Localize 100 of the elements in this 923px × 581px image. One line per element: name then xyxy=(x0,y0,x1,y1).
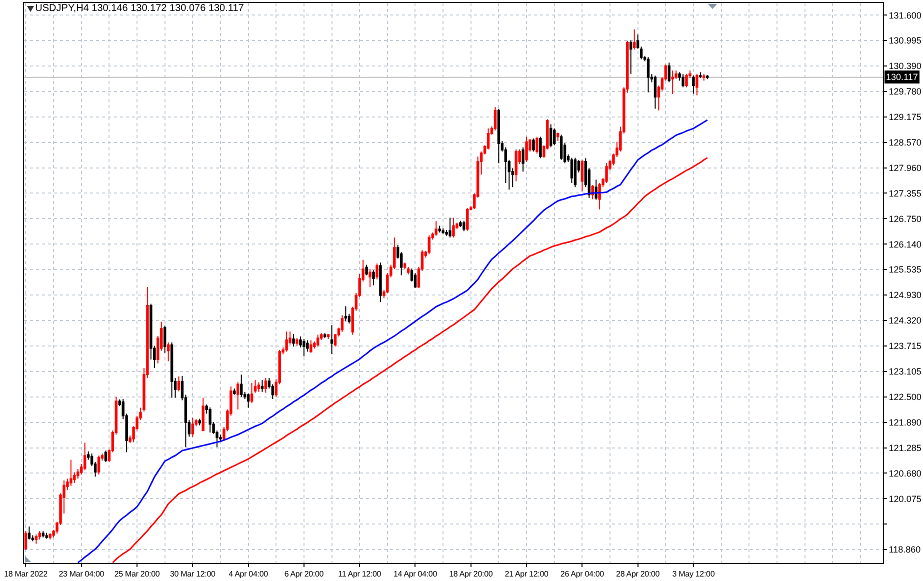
candlestick xyxy=(574,157,577,188)
candlestick xyxy=(42,530,44,538)
candlestick xyxy=(685,73,688,88)
candlestick xyxy=(598,182,601,210)
candlestick xyxy=(250,382,254,404)
y-tick-label: 128.570 xyxy=(888,137,922,148)
candlestick xyxy=(428,234,431,255)
candlestick xyxy=(310,340,312,354)
candlestick xyxy=(605,162,608,184)
y-tick-label: 121.285 xyxy=(888,443,922,453)
candlestick xyxy=(525,136,528,162)
x-tick-label: 25 Mar 20:00 xyxy=(114,570,160,579)
candlestick xyxy=(372,270,375,286)
candlestick xyxy=(302,338,306,357)
x-tick-label: 11 Apr 12:00 xyxy=(338,570,382,579)
candlestick xyxy=(522,146,524,172)
candlestick xyxy=(514,148,518,182)
candlestick xyxy=(264,378,268,394)
candlestick xyxy=(330,324,334,355)
candlestick xyxy=(696,73,698,96)
candlestick xyxy=(191,417,194,438)
y-tick-label: 126.140 xyxy=(888,239,922,250)
candlestick xyxy=(406,266,410,275)
candlestick xyxy=(365,264,368,276)
candlestick xyxy=(379,262,382,303)
candlestick xyxy=(630,40,632,74)
x-tick-label: 4 Apr 04:00 xyxy=(228,570,269,579)
candlestick xyxy=(316,334,320,348)
candlestick xyxy=(292,333,295,348)
candlestick xyxy=(48,532,52,540)
candlestick xyxy=(580,159,584,192)
candlestick xyxy=(326,333,330,340)
y-tick-label: 131.600 xyxy=(888,10,922,20)
candlestick xyxy=(28,526,31,540)
candlestick xyxy=(448,217,452,238)
candlestick xyxy=(285,330,288,352)
y-tick-label: 127.960 xyxy=(888,163,922,173)
y-tick-label: 127.355 xyxy=(888,188,922,198)
candlestick xyxy=(692,75,695,94)
candlestick xyxy=(246,393,250,408)
y-tick-label: 118.860 xyxy=(888,544,921,555)
x-tick-label: 3 May 12:00 xyxy=(672,570,716,579)
candlestick xyxy=(594,179,598,200)
candlestick xyxy=(368,268,372,288)
candlestick xyxy=(706,74,709,80)
candlestick xyxy=(376,262,378,280)
y-tick-label: 122.500 xyxy=(888,392,922,402)
candlestick xyxy=(536,136,538,154)
candlestick xyxy=(236,382,240,410)
chart-title: USDJPY,H4 130.146 130.172 130.076 130.117 xyxy=(35,3,244,14)
candlestick xyxy=(462,220,466,232)
y-tick-label: 120.680 xyxy=(888,468,922,478)
candlestick xyxy=(699,72,702,79)
candlestick xyxy=(459,220,462,228)
candlestick xyxy=(556,132,560,142)
candlestick xyxy=(170,342,174,398)
candlestick xyxy=(414,272,417,288)
candlestick xyxy=(202,397,204,432)
candlestick xyxy=(640,46,643,60)
candlestick xyxy=(646,56,650,93)
candlestick xyxy=(442,228,444,235)
candlestick xyxy=(560,134,563,160)
candlestick xyxy=(438,225,441,233)
y-tick-label: 123.715 xyxy=(888,341,922,352)
candlestick xyxy=(671,70,674,95)
y-tick-label: 120.075 xyxy=(888,494,922,504)
y-tick-label: 130.390 xyxy=(888,61,922,72)
candlestick xyxy=(553,128,556,146)
candlestick xyxy=(323,332,326,339)
candlestick xyxy=(34,534,38,544)
candlestick xyxy=(257,382,260,392)
candlestick xyxy=(539,136,542,159)
candlestick xyxy=(632,28,636,50)
candlestick xyxy=(466,208,469,232)
candlestick xyxy=(434,220,438,236)
candlestick xyxy=(344,306,348,322)
candlestick xyxy=(306,340,309,352)
candlestick xyxy=(104,450,108,462)
candlestick xyxy=(198,418,201,426)
candlestick xyxy=(497,108,500,164)
candlestick xyxy=(70,459,72,486)
candlestick xyxy=(84,442,86,471)
y-tick-label: 121.890 xyxy=(888,418,922,428)
x-tick-label: 28 Apr 20:00 xyxy=(616,570,660,579)
candlestick xyxy=(570,157,574,184)
x-tick-label: 14 Apr 04:00 xyxy=(393,570,438,579)
y-tick-label: 130.995 xyxy=(888,36,922,46)
candlestick xyxy=(166,342,170,362)
candlestick xyxy=(702,73,706,82)
candlestick xyxy=(97,455,100,475)
y-tick-label: 123.105 xyxy=(888,366,922,377)
y-tick-label: 124.320 xyxy=(888,316,922,326)
x-tick-label: 6 Apr 20:00 xyxy=(284,570,324,579)
candlestick xyxy=(240,374,243,398)
candlestick xyxy=(208,406,212,434)
x-tick-label: 18 Apr 20:00 xyxy=(449,570,494,579)
candlestick xyxy=(452,217,455,238)
x-tick-label: 30 Mar 12:00 xyxy=(170,570,216,579)
candlestick xyxy=(260,380,264,392)
y-tick-label: 124.930 xyxy=(888,290,922,300)
